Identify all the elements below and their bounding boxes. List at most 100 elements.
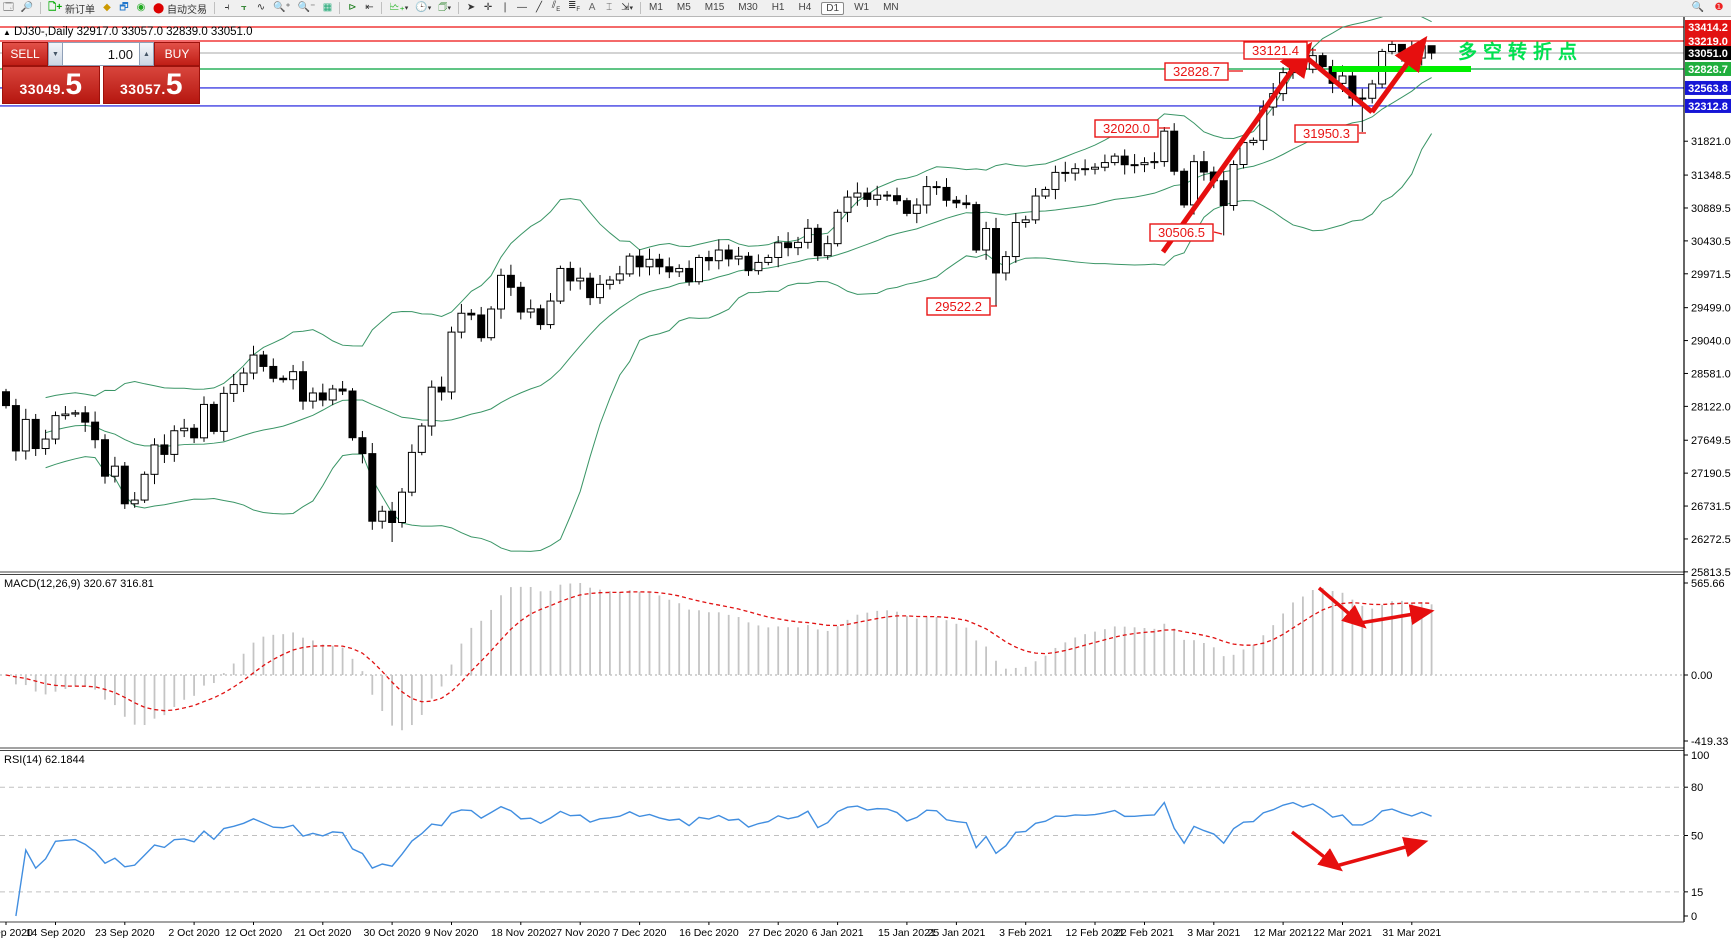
svg-text:29522.2: 29522.2 (935, 299, 982, 314)
candlestick-chart-icon[interactable]: ⫟ (240, 2, 247, 13)
collapse-icon[interactable]: ▲ (3, 28, 11, 37)
text-icon[interactable]: A (588, 2, 596, 13)
svg-text:30 Oct 2020: 30 Oct 2020 (363, 927, 420, 939)
svg-text:15 Jan 2021: 15 Jan 2021 (878, 927, 936, 939)
equidistant-channel-icon[interactable]: ⫽E (551, 0, 561, 14)
timeframe-M5[interactable]: M5 (676, 1, 691, 13)
zoom-in-icon[interactable]: 🔍⁺ (272, 2, 291, 13)
timeframe-MN[interactable]: MN (883, 1, 899, 13)
volume-increase-button[interactable]: ▲ (139, 42, 154, 66)
toolbar-right-icons: 🔍 ❶ (1689, 1, 1731, 15)
text-label-icon[interactable]: ⌶ (606, 2, 613, 13)
tile-windows-icon[interactable]: ▦ (322, 2, 333, 13)
fibonacci-icon[interactable]: ≣F (568, 0, 581, 14)
search-icon[interactable]: 🔍 (1691, 2, 1704, 13)
buy-price-button[interactable]: 33057. 5 (102, 66, 200, 104)
horizontal-line-icon[interactable]: — (517, 2, 528, 13)
price-badge (1685, 20, 1731, 34)
vertical-line-icon[interactable]: ❘ (500, 2, 510, 13)
svg-text:12 Oct 2020: 12 Oct 2020 (225, 927, 282, 939)
sell-button[interactable]: SELL (2, 42, 48, 66)
price-axis[interactable]: 31821.0 31348.5 30889.5 30430.5 29971.5 29499… (1684, 20, 1731, 579)
trendline-icon[interactable]: ╱ (536, 2, 543, 13)
svg-text:32828.7: 32828.7 (1173, 64, 1220, 79)
svg-text:33051.0: 33051.0 (1688, 48, 1728, 60)
volume-decrease-button[interactable]: ▼ (48, 42, 63, 66)
buy-button[interactable]: BUY (154, 42, 200, 66)
timeframe-M15[interactable]: M15 (704, 1, 725, 13)
bar-chart-icon[interactable]: ⫞ (224, 2, 230, 13)
new-order-button[interactable]: 🗋+ 新订单 (48, 1, 95, 16)
svg-text:25813.5: 25813.5 (1691, 567, 1731, 579)
svg-text:27190.5: 27190.5 (1691, 468, 1731, 480)
macd-arrows[interactable] (1317, 586, 1435, 629)
pane-separators[interactable] (0, 571, 1684, 751)
price-badge (1685, 98, 1731, 113)
macd-label: MACD(12,26,9) 320.67 316.81 (4, 578, 154, 590)
svg-text:33219.0: 33219.0 (1688, 36, 1728, 48)
sell-price-button[interactable]: 33049. 5 (2, 66, 100, 104)
auto-trading-button[interactable]: ⬤ 自动交易 (152, 2, 207, 16)
rsi-label: RSI(14) 62.1844 (4, 754, 85, 766)
price-annotation-box[interactable] (1164, 62, 1229, 81)
auto-scroll-icon[interactable]: ⊳ (348, 2, 357, 13)
svg-text:31348.5: 31348.5 (1691, 170, 1731, 182)
chart-cube-icon[interactable]: ◆ (103, 2, 111, 13)
svg-text:4 Sep 2020: 4 Sep 2020 (0, 927, 33, 939)
svg-text:12 Feb 2021: 12 Feb 2021 (1066, 927, 1125, 939)
price-annotation-box[interactable] (1294, 124, 1359, 143)
indicators-icon[interactable]: 🗠₊ ▾ (389, 2, 409, 13)
svg-text:7 Dec 2020: 7 Dec 2020 (613, 927, 667, 939)
one-click-trading-panel: SELL ▼ 1.00 ▲ BUY 33049. 5 33057. 5 (2, 42, 200, 104)
periods-icon[interactable]: 🕒 ▾ (415, 2, 432, 13)
timeframe-M1[interactable]: M1 (648, 1, 663, 13)
zoom-out-icon[interactable]: 🔍⁻ (297, 2, 316, 13)
price-annotation-box[interactable] (926, 297, 991, 316)
svg-text:23 Sep 2020: 23 Sep 2020 (95, 927, 155, 939)
svg-text:18 Nov 2020: 18 Nov 2020 (491, 927, 551, 939)
toolbar-separator (381, 2, 383, 14)
timeframe-H1[interactable]: H1 (771, 1, 785, 13)
crosshair-icon[interactable]: ✛ (483, 2, 493, 13)
timeframe-D1[interactable]: D1 (821, 1, 845, 15)
candlestick-series (2, 41, 1436, 542)
chart-area[interactable]: 多空转折点 33121.4 32828.7 32020.0 31950.3 30506.5… (0, 16, 1731, 942)
profiles-icon[interactable]: 🔎 (20, 2, 34, 13)
svg-text:3 Feb 2021: 3 Feb 2021 (999, 927, 1052, 939)
svg-text:31821.0: 31821.0 (1691, 136, 1731, 148)
chart-shift-icon[interactable]: ⇤ (365, 2, 374, 13)
chevron-down-icon: ▾ (427, 5, 432, 12)
svg-text:32020.0: 32020.0 (1103, 121, 1150, 136)
rsi-arrows[interactable] (1290, 830, 1429, 872)
new-chart-icon[interactable]: 🗔 (3, 2, 14, 13)
price-annotation-box[interactable] (1243, 41, 1308, 60)
svg-text:15: 15 (1691, 887, 1703, 899)
turning-point-label[interactable]: 多空转折点 (1458, 40, 1583, 63)
line-chart-icon[interactable]: ∿ (256, 2, 266, 13)
price-badge (1685, 61, 1731, 76)
timeframe-M30[interactable]: M30 (738, 1, 758, 13)
volume-input[interactable]: 1.00 (63, 42, 139, 66)
price-annotation-box[interactable] (1149, 223, 1214, 242)
plus-icon: 🗋+ (48, 1, 63, 13)
trend-arrows[interactable] (1160, 35, 1428, 254)
cursor-icon[interactable]: ➤ (466, 2, 476, 13)
chevron-down-icon: ▾ (447, 5, 452, 12)
svg-text:50: 50 (1691, 831, 1703, 843)
svg-text:12 Mar 2021: 12 Mar 2021 (1254, 927, 1313, 939)
timeframe-W1[interactable]: W1 (854, 1, 870, 13)
market-watch-icon[interactable]: 🗗 (119, 2, 129, 13)
templates-icon[interactable]: 🗇 ▾ (438, 2, 452, 13)
svg-text:22 Feb 2021: 22 Feb 2021 (1115, 927, 1174, 939)
timeframe-H4[interactable]: H4 (798, 1, 812, 13)
svg-text:16 Dec 2020: 16 Dec 2020 (679, 927, 739, 939)
svg-text:3 Mar 2021: 3 Mar 2021 (1187, 927, 1240, 939)
price-annotation-box[interactable] (1094, 119, 1159, 138)
notifications-icon[interactable]: ❶ (1714, 2, 1724, 13)
svg-text:27649.5: 27649.5 (1691, 435, 1731, 447)
price-badge (1685, 80, 1731, 95)
svg-text:30889.5: 30889.5 (1691, 203, 1731, 215)
signal-icon[interactable]: ◉ (136, 2, 146, 13)
arrows-icon[interactable]: ⇲ ▾ (621, 2, 633, 13)
